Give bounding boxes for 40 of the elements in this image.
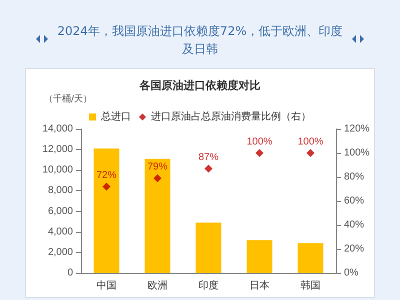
chart-title: 2024年，我国原油进口依赖度72%，低于欧洲、印度及日韩 (56, 23, 344, 58)
y2-tick-label: 80% (344, 172, 364, 182)
y2-tick-label: 120% (344, 124, 370, 134)
bar (246, 240, 272, 273)
point (102, 182, 110, 191)
y-axis-title: （千桶/天） (44, 94, 92, 104)
y-tick-label: 10,000 (42, 164, 74, 176)
y2-tick-label: 40% (344, 220, 364, 230)
y-tick-label: 14,000 (42, 124, 74, 134)
data-label: 79% (147, 162, 168, 173)
x-tick-label: 日本 (250, 280, 270, 292)
y-tick-label: 8,000 (48, 185, 74, 196)
x-tick-label: 中国 (96, 280, 116, 292)
bar (196, 222, 222, 273)
point (256, 149, 264, 157)
legend-label: 进口原油占总原油消费量比例（右） (151, 110, 311, 122)
y-tick-label: 6,000 (48, 206, 74, 217)
data-label: 100% (246, 136, 272, 148)
y-tick-label: 2,000 (48, 246, 74, 258)
legend-label: 总进口 (100, 110, 131, 122)
chart-subtitle: 各国原油进口依赖度对比 (138, 79, 260, 92)
y2-tick-label: 20% (344, 244, 364, 254)
x-tick-label: 韩国 (300, 280, 320, 292)
x-tick-label: 欧洲 (148, 280, 168, 292)
point (204, 164, 212, 173)
y2-tick-label: 60% (344, 196, 364, 206)
bar (298, 243, 324, 273)
y-tick-label: 4,000 (48, 226, 74, 238)
point (154, 174, 162, 182)
data-label: 72% (96, 170, 117, 182)
y2-tick-label: 100% (344, 148, 370, 158)
bar (94, 148, 120, 273)
data-label: 87% (198, 152, 219, 164)
y2-tick-label: 0% (344, 268, 359, 278)
bar (144, 158, 170, 273)
point (306, 149, 314, 157)
x-tick-label: 印度 (198, 280, 218, 292)
y-tick-label: 0 (67, 268, 74, 278)
y-tick-label: 12,000 (42, 144, 74, 156)
data-label: 100% (298, 136, 324, 148)
